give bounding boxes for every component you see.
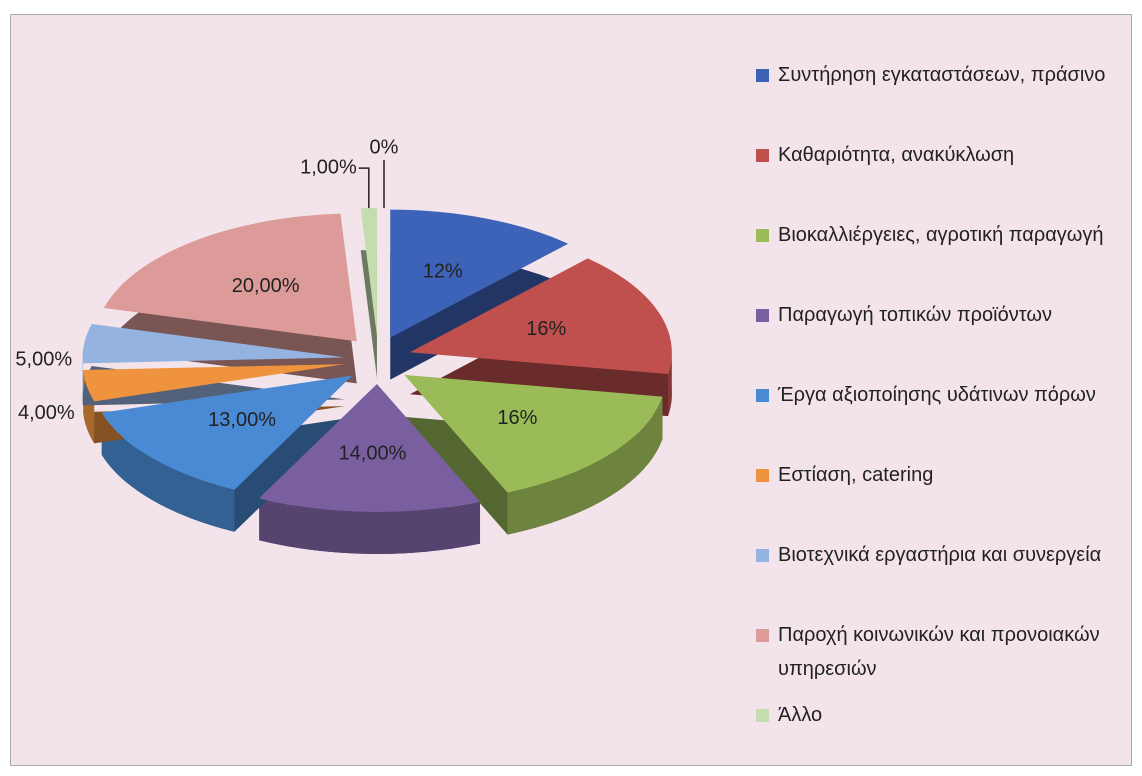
data-label: 13,00% [208,409,276,431]
legend-label: Καθαριότητα, ανακύκλωση [778,144,1015,166]
slice [409,258,672,375]
legend-label: Συντήρηση εγκαταστάσεων, πράσινο [778,64,1106,86]
legend-swatch [756,309,769,322]
legend-label: Έργα αξιοποίησης υδάτινων πόρων [778,384,1096,406]
data-label: 14,00% [339,443,407,465]
legend-item: Έργα αξιοποίησης υδάτινων πόρων [756,378,1106,412]
legend-label: Παροχή κοινωνικών και προνοιακών υπηρεσι… [778,624,1100,680]
slice [83,364,345,402]
legend-item: Συντήρηση εγκαταστάσεων, πράσινο [756,58,1106,92]
legend-swatch [756,389,769,402]
slice-side [101,412,235,532]
legend-label: Άλλο [778,704,823,726]
slice [101,375,353,490]
legend-swatch [756,469,769,482]
data-label: 16% [497,407,537,429]
legend-item: Εστίαση, catering [756,458,1106,492]
legend-swatch [756,709,769,722]
data-label: 0% [370,136,399,158]
slice-side [507,396,663,535]
legend-label: Παραγωγή τοπικών προϊόντων [778,304,1052,326]
data-label: 1,00% [300,156,357,178]
slice-side [667,352,672,417]
legend-swatch [756,229,769,242]
slice [259,383,481,512]
slice-side [259,498,481,554]
legend-item: Παραγωγή τοπικών προϊόντων [756,298,1106,332]
slice [103,213,357,342]
slice [404,374,663,493]
leader-line [358,167,370,209]
data-label: 16% [526,318,566,340]
data-label: 4,00% [18,402,75,424]
legend-label: Βιοκαλλιέργειες, αγροτική παραγωγή [778,224,1104,246]
legend-item: Παροχή κοινωνικών και προνοιακών υπηρεσι… [756,618,1106,686]
legend-swatch [756,549,769,562]
data-label: 12% [423,260,463,282]
legend-item: Άλλο [756,698,1106,732]
legend-item: Βιοκαλλιέργειες, αγροτική παραγωγή [756,218,1106,252]
data-label: 20,00% [232,275,300,297]
legend-swatch [756,629,769,642]
data-label: 5,00% [15,348,72,370]
legend-item: Βιοτεχνικά εργαστήρια και συνεργεία [756,538,1106,572]
slice [360,208,377,337]
legend-swatch [756,149,769,162]
legend-item: Καθαριότητα, ανακύκλωση [756,138,1106,172]
slice [390,209,569,338]
legend-label: Βιοτεχνικά εργαστήρια και συνεργεία [778,544,1102,566]
slice [82,323,345,364]
legend-swatch [756,69,769,82]
legend-label: Εστίαση, catering [778,464,934,486]
